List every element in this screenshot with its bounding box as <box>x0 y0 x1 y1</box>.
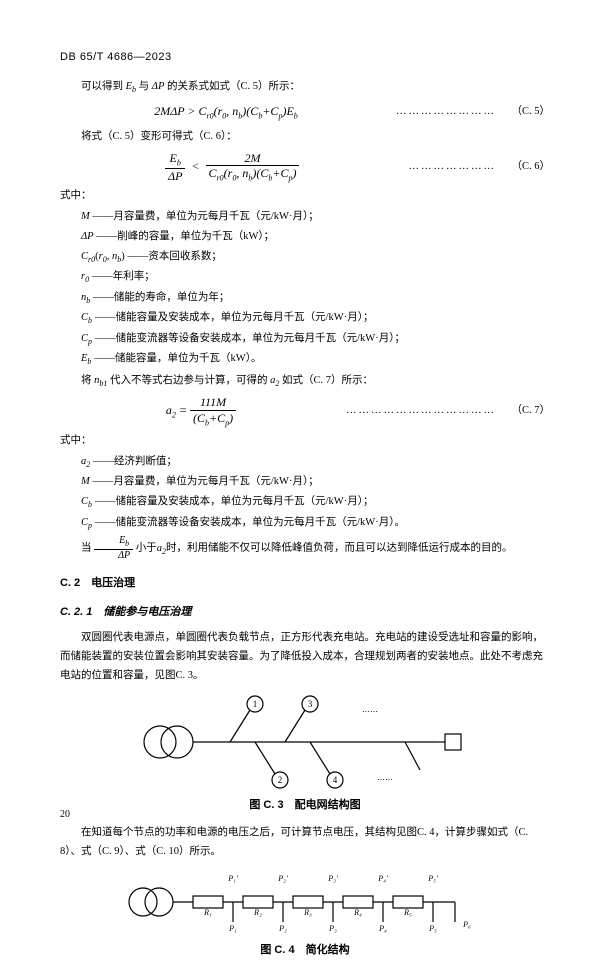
svg-text:R₃: R₃ <box>303 908 312 917</box>
svg-text:P₁: P₁ <box>228 924 237 933</box>
equation-c7: a2 = 111M(Cb+Cp) ……………………………… （C. 7） <box>60 395 550 427</box>
svg-text:P₂: P₂ <box>278 924 287 933</box>
figure-c4-caption: 图 C. 4 简化结构 <box>60 941 550 961</box>
svg-text:P₃': P₃' <box>327 874 338 883</box>
page-number: 20 <box>60 806 70 824</box>
svg-text:P₅': P₅' <box>427 874 438 883</box>
svg-text:R₄: R₄ <box>353 908 362 917</box>
svg-text:2: 2 <box>278 775 283 785</box>
standard-number: DB 65/T 4686—2023 <box>60 48 550 68</box>
svg-text:‥‥‥: ‥‥‥ <box>377 773 393 782</box>
para-c7-intro: 将 nb1 代入不等式右边参与计算，可得的 a2 如式（C. 7）所示： <box>60 372 550 391</box>
figure-c4-svg: P₁' P₂' P₃' P₄' P₅' R₁ R₂ R₃ R₄ R₅ P₁ P₂ P₃ P₄ P₅ P₆ <box>115 867 495 937</box>
eqnum-c6: （C. 6） <box>500 158 550 177</box>
svg-text:R₂: R₂ <box>253 908 262 917</box>
para-after-fig-c3: 在知道每个节点的功率和电源的电压之后，可计算节点电压，其结构见图C. 4，计算步… <box>60 824 550 862</box>
figure-c3-svg: 1 3 2 4 ‥‥‥ ‥‥‥ <box>125 692 485 792</box>
svg-text:P₄: P₄ <box>378 924 387 933</box>
where-label-1: 式中： <box>60 187 550 206</box>
svg-text:4: 4 <box>333 775 338 785</box>
section-c2: C. 2 电压治理 <box>60 574 550 594</box>
section-c2-1: C. 2. 1 储能参与电压治理 <box>60 603 550 623</box>
svg-text:3: 3 <box>308 699 313 709</box>
svg-text:P₄': P₄' <box>377 874 388 883</box>
para-conclusion: 当 EbΔP 小于a2时，利用储能不仅可以降低峰值负荷，而且可以达到降低运行成本… <box>60 535 550 562</box>
svg-text:P₆: P₆ <box>462 920 471 929</box>
para-c5-intro: 可以得到 Eb 与 ΔP 的关系式如式（C. 5）所示： <box>60 78 550 97</box>
svg-text:R₁: R₁ <box>203 908 212 917</box>
svg-text:1: 1 <box>253 699 258 709</box>
eqnum-c5: （C. 5） <box>500 103 550 122</box>
figure-c3-caption: 图 C. 3 配电网结构图 <box>60 796 550 816</box>
equation-c6: EbΔP < 2MCr0(r0, nb)(Cb+Cp) ………………… （C. … <box>60 151 550 183</box>
para-c2-1-body: 双圆圈代表电源点，单圆圈代表负载节点，正方形代表充电站。充电站的建设受选址和容量… <box>60 629 550 686</box>
para-c6-intro: 将式（C. 5）变形可得式（C. 6）： <box>60 128 550 147</box>
svg-text:P₅: P₅ <box>428 924 437 933</box>
svg-text:R₅: R₅ <box>403 908 412 917</box>
eqnum-c7: （C. 7） <box>500 402 550 421</box>
definitions-block-2: a2 ——经济判断值； M ——月容量费，单位为元每月千瓦（元/kW·月）； C… <box>81 453 550 533</box>
svg-text:‥‥‥: ‥‥‥ <box>362 705 378 714</box>
where-label-2: 式中： <box>60 432 550 451</box>
definitions-block-1: M ——月容量费，单位为元每月千瓦（元/kW·月）； ΔP ——削峰的容量，单位… <box>81 208 550 370</box>
svg-text:P₁': P₁' <box>227 874 238 883</box>
equation-c5: 2MΔP > Cr0(r0, nb)(Cb+Cp)Eb …………………… （C.… <box>60 101 550 124</box>
svg-text:P₃: P₃ <box>328 924 337 933</box>
svg-text:P₂': P₂' <box>277 874 288 883</box>
